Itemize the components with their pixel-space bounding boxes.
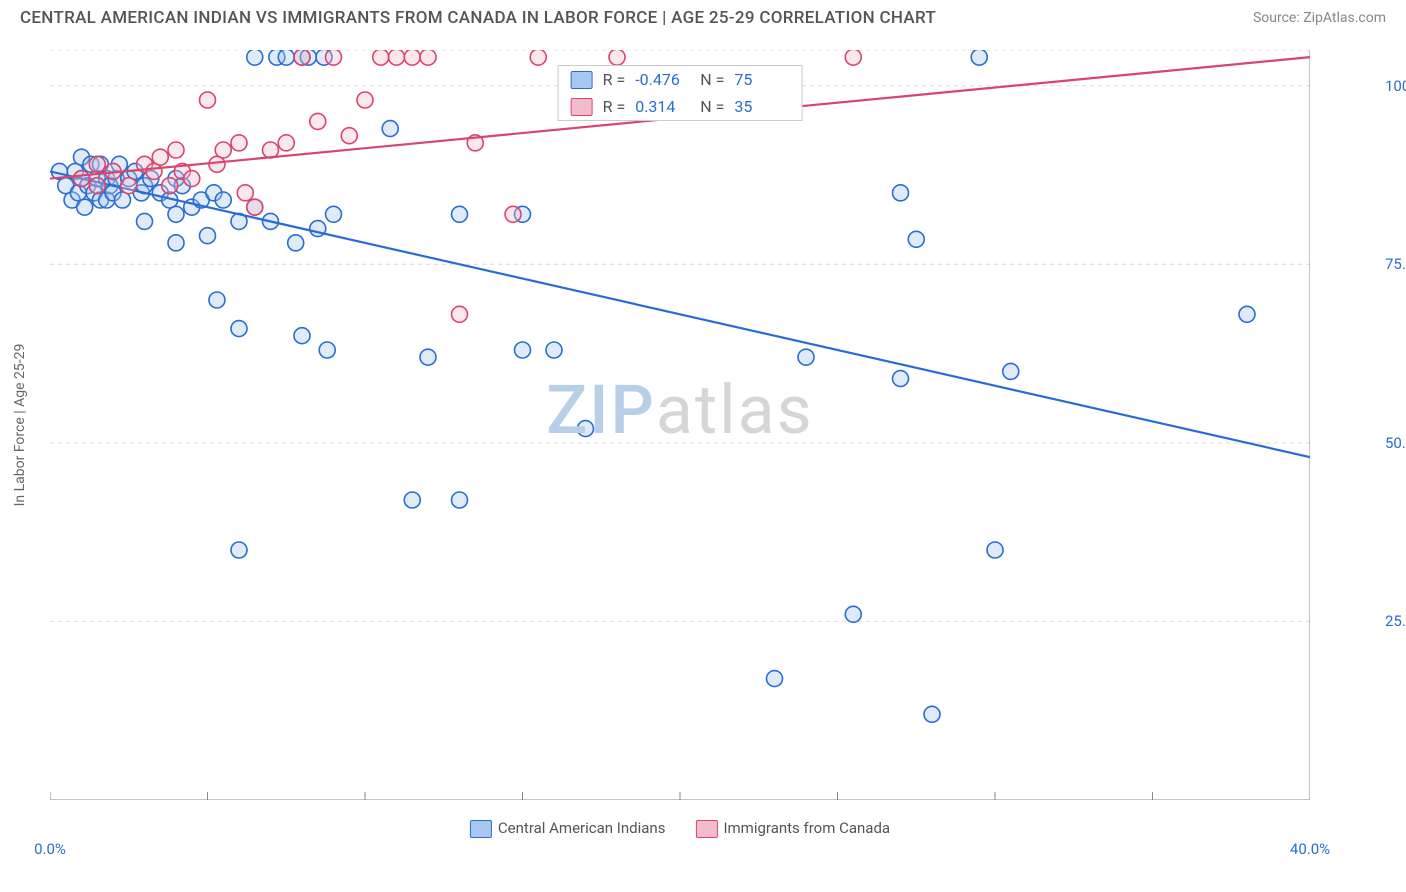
data-point <box>168 206 184 222</box>
data-point <box>893 185 909 201</box>
data-point <box>294 50 310 65</box>
source-attribution: Source: ZipAtlas.com <box>1253 10 1386 26</box>
data-point <box>1003 363 1019 379</box>
data-point <box>505 206 521 222</box>
y-axis-label: In Labor Force | Age 25-29 <box>12 344 28 507</box>
data-point <box>452 206 468 222</box>
data-point <box>247 50 263 65</box>
legend-swatch <box>695 820 717 838</box>
legend-label: Immigrants from Canada <box>723 819 890 837</box>
data-point <box>231 135 247 151</box>
scatter-plot <box>50 50 1310 800</box>
data-point <box>162 178 178 194</box>
data-point <box>231 542 247 558</box>
data-point <box>89 156 105 172</box>
data-point <box>404 492 420 508</box>
data-point <box>845 606 861 622</box>
data-point <box>767 671 783 687</box>
x-tick-label: 0.0% <box>34 840 66 858</box>
y-tick-label: 50.0% <box>1385 434 1406 452</box>
data-point <box>452 306 468 322</box>
data-point <box>404 50 420 65</box>
data-point <box>893 371 909 387</box>
data-point <box>288 235 304 251</box>
data-point <box>89 178 105 194</box>
legend-swatch <box>470 820 492 838</box>
trend-line <box>50 171 1310 457</box>
stats-r-label: R = <box>603 97 626 116</box>
data-point <box>263 142 279 158</box>
data-point <box>200 92 216 108</box>
data-point <box>294 328 310 344</box>
data-point <box>121 178 137 194</box>
data-point <box>77 199 93 215</box>
chart-title: CENTRAL AMERICAN INDIAN VS IMMIGRANTS FR… <box>20 8 936 28</box>
data-point <box>209 292 225 308</box>
series-legend: Central American Indians Immigrants from … <box>470 819 890 838</box>
stats-row: R = 0.314 N = 35 <box>559 93 802 120</box>
data-point <box>987 542 1003 558</box>
data-point <box>382 121 398 137</box>
y-tick-label: 75.0% <box>1385 255 1406 273</box>
stats-swatch <box>571 71 593 89</box>
data-point <box>184 171 200 187</box>
data-point <box>341 128 357 144</box>
data-point <box>326 206 342 222</box>
data-point <box>971 50 987 65</box>
data-point <box>152 149 168 165</box>
stats-r-label: R = <box>603 70 626 89</box>
data-point <box>326 50 342 65</box>
data-point <box>237 185 253 201</box>
data-point <box>389 50 405 65</box>
data-point <box>578 421 594 437</box>
data-point <box>215 142 231 158</box>
data-point <box>215 192 231 208</box>
data-point <box>798 349 814 365</box>
data-point <box>168 235 184 251</box>
data-point <box>74 171 90 187</box>
chart-area: In Labor Force | Age 25-29 ZIPatlas R =-… <box>50 50 1310 800</box>
stats-n-label: N = <box>700 70 724 89</box>
data-point <box>310 113 326 129</box>
y-tick-label: 100.0% <box>1385 77 1406 95</box>
data-point <box>515 342 531 358</box>
data-point <box>924 706 940 722</box>
stats-n-value: 35 <box>734 97 789 116</box>
data-point <box>278 50 294 65</box>
data-point <box>420 349 436 365</box>
data-point <box>200 228 216 244</box>
legend-item: Central American Indians <box>470 819 666 838</box>
data-point <box>231 321 247 337</box>
x-tick-label: 40.0% <box>1290 840 1330 858</box>
stats-r-value: 0.314 <box>635 97 690 116</box>
legend-item: Immigrants from Canada <box>695 819 890 838</box>
stats-n-label: N = <box>700 97 724 116</box>
data-point <box>845 50 861 65</box>
stats-swatch <box>571 98 593 116</box>
data-point <box>908 231 924 247</box>
stats-n-value: 75 <box>734 70 789 89</box>
data-point <box>357 92 373 108</box>
data-point <box>247 199 263 215</box>
stats-row: R = -0.476 N = 75 <box>559 66 802 93</box>
legend-label: Central American Indians <box>498 819 666 837</box>
y-tick-label: 25.0% <box>1385 612 1406 630</box>
data-point <box>546 342 562 358</box>
data-point <box>420 50 436 65</box>
stats-r-value: -0.476 <box>635 70 690 89</box>
data-point <box>278 135 294 151</box>
data-point <box>530 50 546 65</box>
data-point <box>452 492 468 508</box>
data-point <box>1239 306 1255 322</box>
data-point <box>137 213 153 229</box>
data-point <box>319 342 335 358</box>
data-point <box>168 142 184 158</box>
data-point <box>373 50 389 65</box>
data-point <box>609 50 625 65</box>
correlation-stats-legend: R = -0.476 N = 75 R = 0.314 N = 35 <box>558 65 803 121</box>
